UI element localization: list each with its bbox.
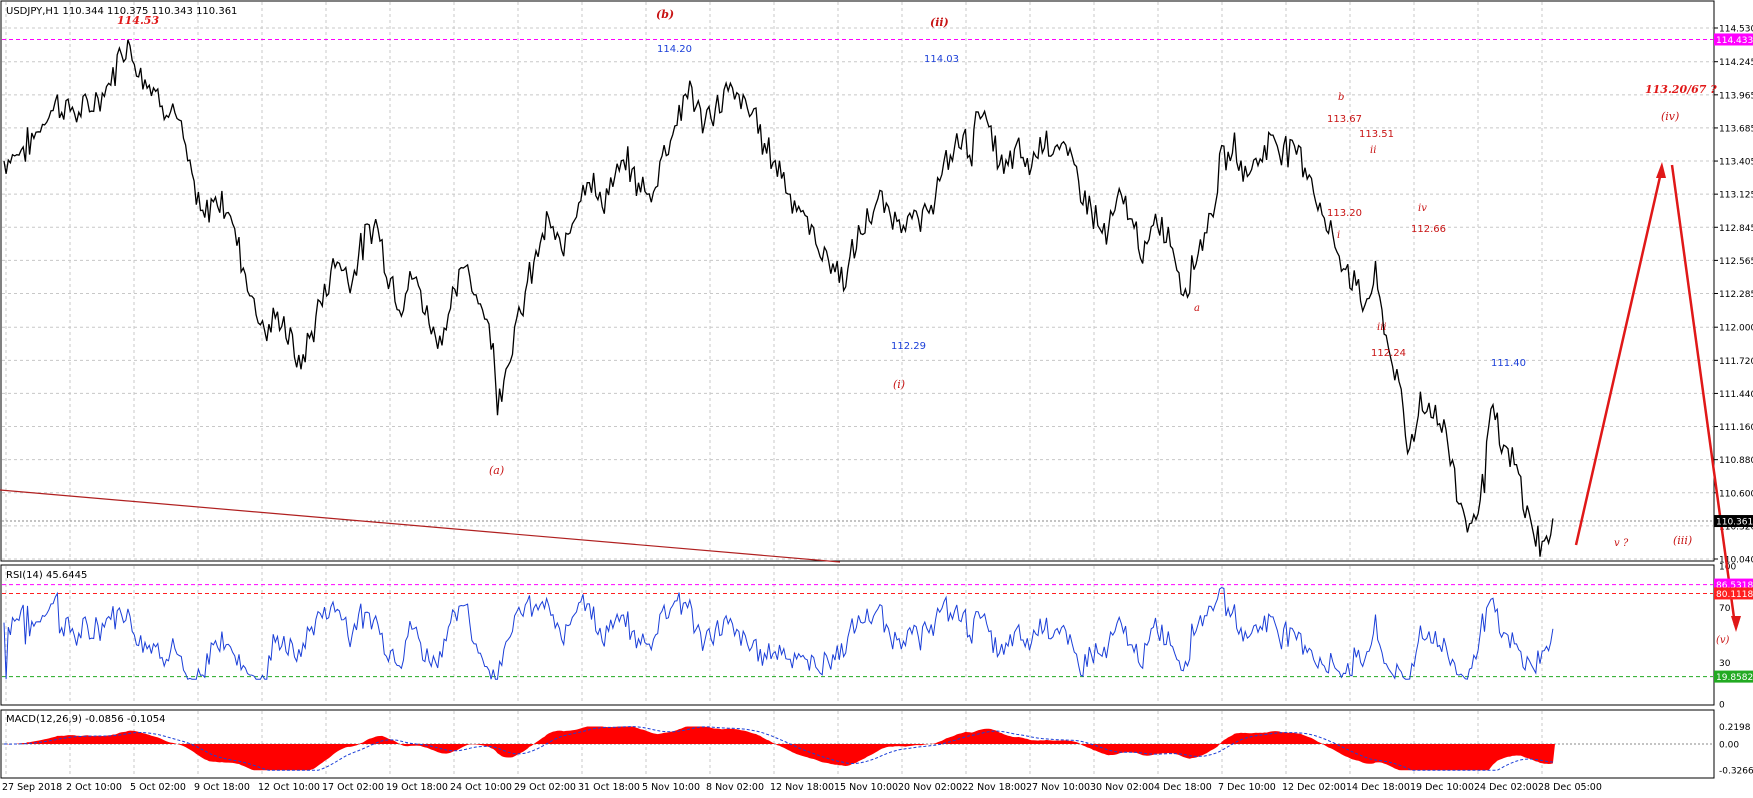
wave-label: a bbox=[1194, 303, 1200, 314]
wave-label: (i) bbox=[893, 378, 905, 391]
wave-label: 112.66 bbox=[1411, 224, 1446, 235]
wave-label: v ? bbox=[1614, 538, 1629, 549]
y-tick-label: 112.565 bbox=[1719, 257, 1753, 267]
rsi-hi-tag: 86.5318 bbox=[1716, 581, 1753, 591]
y-tick-label: 113.405 bbox=[1719, 158, 1753, 168]
wave-label: 111.40 bbox=[1491, 358, 1526, 369]
x-tick-label: 5 Nov 10:00 bbox=[642, 782, 700, 793]
x-tick-label: 2 Oct 10:00 bbox=[66, 782, 122, 793]
wave-label: i bbox=[1337, 230, 1340, 241]
rsi-title: RSI(14) 45.6445 bbox=[6, 570, 87, 581]
grid bbox=[2, 2, 1713, 777]
y-tick-label: 113.125 bbox=[1719, 191, 1753, 201]
wave-label: (ii) bbox=[930, 16, 949, 29]
main-panel-border bbox=[0, 0, 1715, 562]
x-axis: 27 Sep 2018 2 Oct 10:00 5 Oct 02:00 9 Oct 1… bbox=[2, 782, 1602, 793]
wave-label: 114.53 bbox=[117, 14, 159, 27]
y-tick-label: 112.000 bbox=[1719, 324, 1753, 334]
wave-label: iv bbox=[1418, 203, 1427, 214]
wave-annotations: 114.53 (b)114.20(ii)114.03b113.67113.51ii… bbox=[117, 8, 1730, 646]
x-tick-label: 19 Dec 10:00 bbox=[1410, 782, 1474, 793]
wave-label: (a) bbox=[489, 464, 504, 477]
current-price-tag: 110.361 bbox=[1716, 518, 1753, 528]
top-line-tag: 114.433 bbox=[1716, 36, 1753, 46]
rsi-series bbox=[3, 587, 1554, 680]
x-tick-label: 7 Dec 10:00 bbox=[1218, 782, 1276, 793]
projection-arrows bbox=[1574, 162, 1741, 632]
wave-label: b bbox=[1338, 92, 1344, 103]
y-tick-label: 114.245 bbox=[1719, 58, 1753, 68]
y-tick-label: 112.285 bbox=[1719, 290, 1753, 300]
x-tick-label: 8 Nov 02:00 bbox=[706, 782, 764, 793]
wave-label: 113.20/67 ? bbox=[1645, 83, 1717, 96]
trend-line[interactable] bbox=[0, 489, 841, 563]
wave-label: 113.20 bbox=[1327, 208, 1362, 219]
macd-panel-border bbox=[0, 709, 1715, 779]
y-tick-label: 110.040 bbox=[1719, 556, 1753, 566]
y-tick-label: 111.440 bbox=[1719, 390, 1753, 400]
y-tick-label: 113.685 bbox=[1719, 124, 1753, 134]
x-tick-label: 12 Oct 10:00 bbox=[258, 782, 320, 793]
macd-signal-line bbox=[4, 726, 1553, 771]
x-tick-label: 20 Nov 02:00 bbox=[898, 782, 962, 793]
rsi-mid-tag: 80.1118 bbox=[1716, 590, 1753, 600]
x-tick-label: 15 Nov 10:00 bbox=[834, 782, 898, 793]
x-tick-label: 22 Nov 18:00 bbox=[962, 782, 1026, 793]
x-tick-label: 24 Oct 10:00 bbox=[450, 782, 512, 793]
wave-label: 112.29 bbox=[891, 341, 926, 352]
x-tick-label: 19 Oct 18:00 bbox=[386, 782, 448, 793]
macd-area bbox=[4, 726, 1555, 771]
wave-label: 112.24 bbox=[1371, 348, 1406, 359]
macd-histogram bbox=[4, 726, 1555, 771]
wave-label: (iii) bbox=[1673, 534, 1692, 547]
x-tick-label: 9 Oct 18:00 bbox=[194, 782, 250, 793]
y-tick-label: 113.965 bbox=[1719, 91, 1753, 101]
x-tick-label: 12 Dec 02:00 bbox=[1282, 782, 1346, 793]
wave-label: ii bbox=[1370, 145, 1376, 156]
wave-label: iii bbox=[1377, 322, 1387, 333]
wave-label: 113.51 bbox=[1359, 129, 1394, 140]
x-tick-label: 24 Dec 02:00 bbox=[1474, 782, 1538, 793]
rsi-tick-label: 0 bbox=[1719, 701, 1725, 711]
rsi-lo-tag: 19.8582 bbox=[1716, 673, 1753, 683]
wave-label: (iv) bbox=[1661, 110, 1679, 123]
wave-label: 114.03 bbox=[924, 54, 959, 65]
wave-label: 113.67 bbox=[1327, 114, 1362, 125]
wave-label: (b) bbox=[656, 8, 674, 21]
y-tick-label: 110.600 bbox=[1719, 489, 1753, 499]
x-tick-label: 4 Dec 18:00 bbox=[1154, 782, 1212, 793]
x-tick-label: 27 Nov 10:00 bbox=[1026, 782, 1090, 793]
y-tick-label: 110.320 bbox=[1719, 522, 1753, 532]
rsi-tick-label: 70 bbox=[1719, 604, 1731, 614]
x-tick-label: 29 Oct 02:00 bbox=[514, 782, 576, 793]
macd-title: MACD(12,26,9) -0.0856 -0.1054 bbox=[6, 714, 166, 725]
x-tick-label: 12 Nov 18:00 bbox=[770, 782, 834, 793]
x-tick-label: 17 Oct 02:00 bbox=[322, 782, 384, 793]
y-tick-label: 112.845 bbox=[1719, 224, 1753, 234]
wave-label: (v) bbox=[1716, 635, 1730, 646]
macd-tick-label: 0.00 bbox=[1719, 741, 1739, 751]
y-tick-label: 114.530 bbox=[1719, 25, 1753, 35]
x-tick-label: 31 Oct 18:00 bbox=[578, 782, 640, 793]
chart-title: USDJPY,H1 110.344 110.375 110.343 110.36… bbox=[6, 6, 237, 17]
y-axis: 114.530 114.245 113.965 113.685 113.405 113.1… bbox=[1714, 25, 1753, 777]
macd-tick-label: 0.2198 bbox=[1719, 723, 1751, 733]
price-series bbox=[3, 39, 1554, 557]
wave-label: 114.20 bbox=[657, 44, 692, 55]
x-tick-label: 5 Oct 02:00 bbox=[130, 782, 186, 793]
x-tick-label: 14 Dec 18:00 bbox=[1346, 782, 1410, 793]
x-tick-label: 28 Dec 05:00 bbox=[1538, 782, 1602, 793]
rsi-panel-border bbox=[0, 564, 1715, 706]
macd-tick-label: -0.3266 bbox=[1719, 767, 1753, 777]
y-tick-label: 111.720 bbox=[1719, 357, 1753, 367]
x-tick-label: 27 Sep 2018 bbox=[2, 782, 62, 793]
x-tick-label: 30 Nov 02:00 bbox=[1090, 782, 1154, 793]
rsi-tick-label: 30 bbox=[1719, 659, 1731, 669]
y-tick-label: 111.160 bbox=[1719, 423, 1753, 433]
y-tick-label: 110.880 bbox=[1719, 456, 1753, 466]
